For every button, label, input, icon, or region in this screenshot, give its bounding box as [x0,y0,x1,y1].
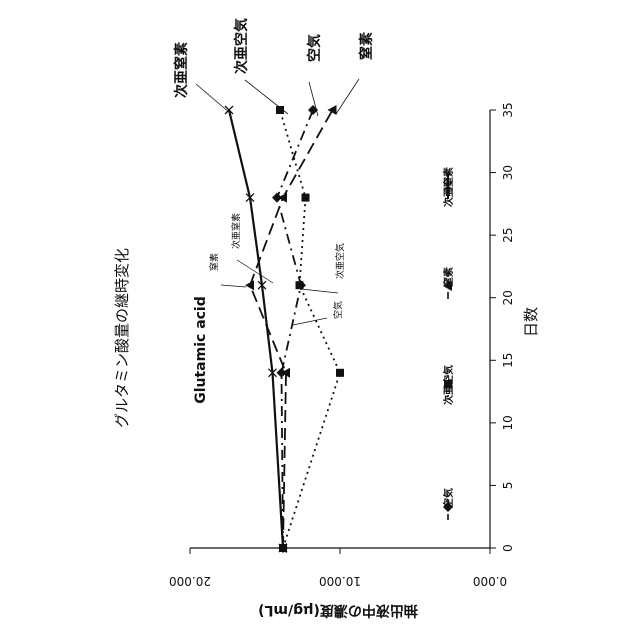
leader-line [301,289,338,293]
x-tick-label: 25 [501,228,515,243]
data-point-square [336,369,344,377]
chart-subtitle: Glutamic acid [193,296,209,404]
x-tick-label: 30 [501,165,515,180]
big-annotation-label: 次亜空気 [233,18,250,74]
y-axis-title: 抽出液中の濃度(μg/mL) [258,602,418,619]
data-point-square [302,194,310,202]
series-layer [225,105,344,553]
series-line [280,110,340,548]
y-tick-label: 10.000 [319,574,361,588]
x-tick-label: 20 [501,290,515,305]
chart-title: グルタミン酸量の継時変化 [113,248,131,428]
small-annotation-label: 次亜空気 [334,243,346,279]
x-tick-label: 35 [501,102,515,117]
big-annotation-label: 空気 [306,34,323,62]
small-annotation-label: 窒素 [208,253,220,271]
series-line [229,110,283,548]
x-tick-label: 5 [501,482,515,490]
data-point-triangle [328,105,337,115]
legend-label: 次亜空気 [442,365,455,405]
x-tick-label: 0 [501,544,515,552]
big-annotation-label: 次亜窒素 [173,42,190,98]
leader-line [196,84,230,113]
big-annotation-label: 窒素 [358,32,375,60]
legend: 空気 次亜空気 窒素 次亜窒素 [442,167,455,520]
x-tick-label: 15 [501,353,515,368]
data-point-square [296,281,304,289]
small-annotation-label: 空気 [332,301,344,319]
legend-label: 空気 [442,488,455,508]
tick-labels: 0 5 10 15 20 25 30 35 0.000 10.000 20.000 [169,102,515,588]
leader-line [245,80,288,114]
series-2 [245,105,337,553]
data-point-triangle [245,280,254,290]
legend-item: 次亜窒素 [442,167,455,207]
y-tick-label: 0.000 [473,574,507,588]
leader-line [293,318,327,325]
x-axis-title: 日数 [522,307,540,337]
series-3 [225,106,287,552]
small-annotation-label: 次亜窒素 [230,213,242,249]
annotation-labels: 次亜窒素 次亜空気 空気 窒素 窒素 次亜窒素 次亜空気 空気 [173,18,375,319]
legend-item: 空気 [442,488,455,520]
leader-line [237,260,273,283]
legend-item: 次亜空気 [442,365,455,405]
legend-item: 窒素 [442,267,455,299]
leader-line [221,285,246,287]
x-tick-label: 10 [501,415,515,430]
legend-label: 次亜窒素 [442,167,455,207]
leader-line [336,79,359,114]
y-tick-label: 20.000 [169,574,211,588]
legend-label: 窒素 [442,267,455,287]
